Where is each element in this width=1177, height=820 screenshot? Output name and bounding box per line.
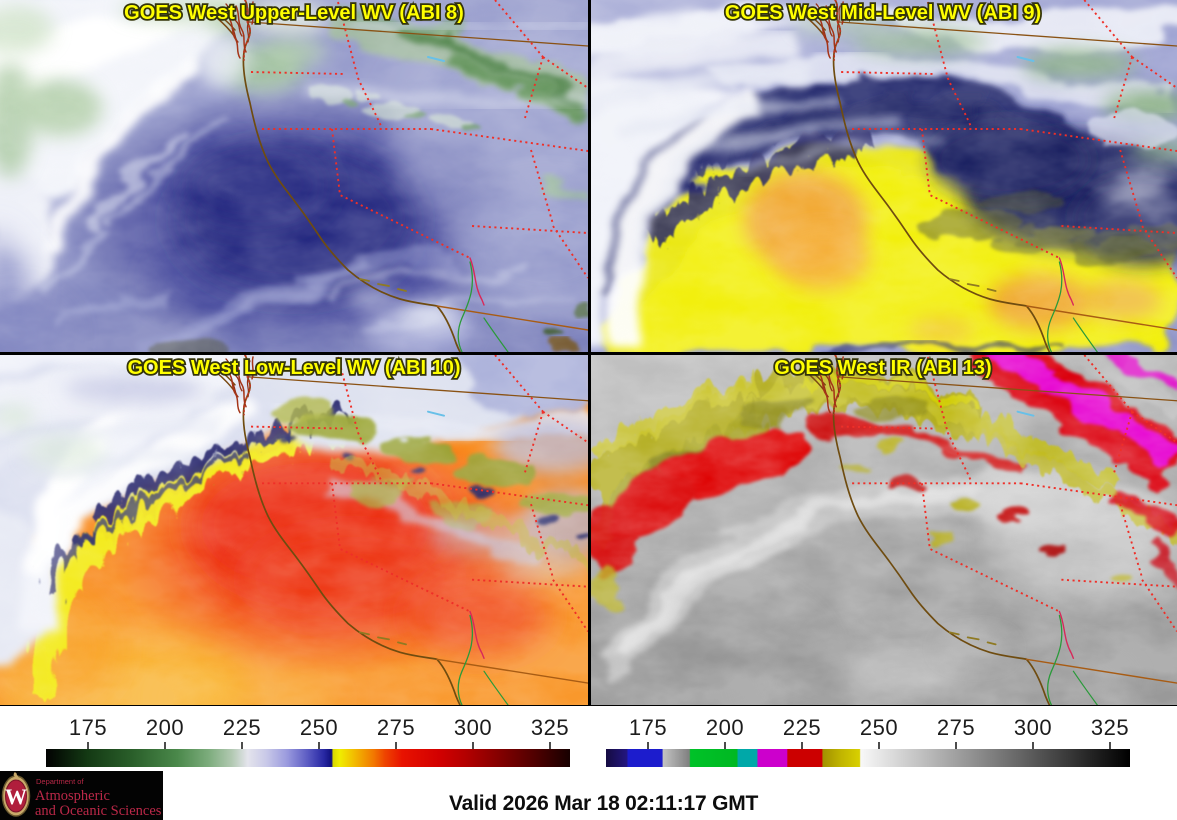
svg-text:W: W xyxy=(5,784,27,809)
svg-text:Department of: Department of xyxy=(36,777,84,786)
svg-text:Atmospheric: Atmospheric xyxy=(35,788,110,804)
svg-text:and Oceanic Sciences: and Oceanic Sciences xyxy=(35,803,162,819)
